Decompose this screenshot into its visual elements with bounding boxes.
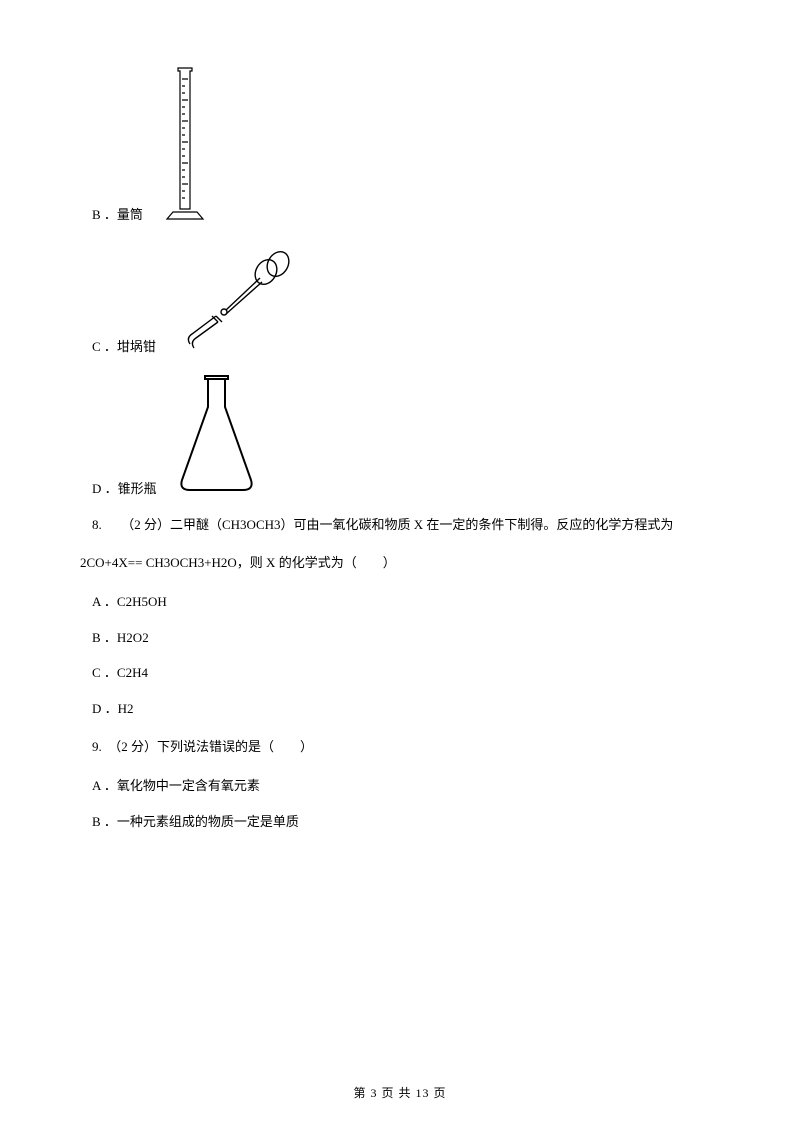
q9-option-b: B ．一种元素组成的物质一定是单质 <box>92 812 720 832</box>
question-8-line1: 8. （2 分）二甲醚（CH3OCH3）可由一氧化碳和物质 X 在一定的条件下制… <box>92 512 720 538</box>
q8-option-d: D ．H2 <box>92 699 720 719</box>
q8-option-c: C ．C2H4 <box>92 663 720 683</box>
option-d-label: D ．锥形瓶 <box>92 479 157 499</box>
crucible-tongs-icon <box>168 236 298 356</box>
option-b-label: B ．量筒 <box>92 205 143 225</box>
page-footer: 第 3 页 共 13 页 <box>0 1084 800 1102</box>
option-c-label: C ．坩埚钳 <box>92 337 156 357</box>
question-8-line2: 2CO+4X== CH3OCH3+H2O，则 X 的化学式为（ ） <box>80 550 720 576</box>
q9-option-a: A ．氧化物中一定含有氧元素 <box>92 776 720 796</box>
q8-option-a: A ．C2H5OH <box>92 592 720 612</box>
graduated-cylinder-icon <box>155 64 215 224</box>
q8-option-b: B ．H2O2 <box>92 628 720 648</box>
page-content: B ．量筒 C ．坩埚钳 <box>0 0 800 1132</box>
question-9-line: 9. （2 分）下列说法错误的是（ ） <box>92 734 720 760</box>
option-c-row: C ．坩埚钳 <box>92 236 720 356</box>
option-d-row: D ．锥形瓶 <box>92 368 720 498</box>
erlenmeyer-flask-icon <box>169 368 264 498</box>
option-b-row: B ．量筒 <box>92 64 720 224</box>
